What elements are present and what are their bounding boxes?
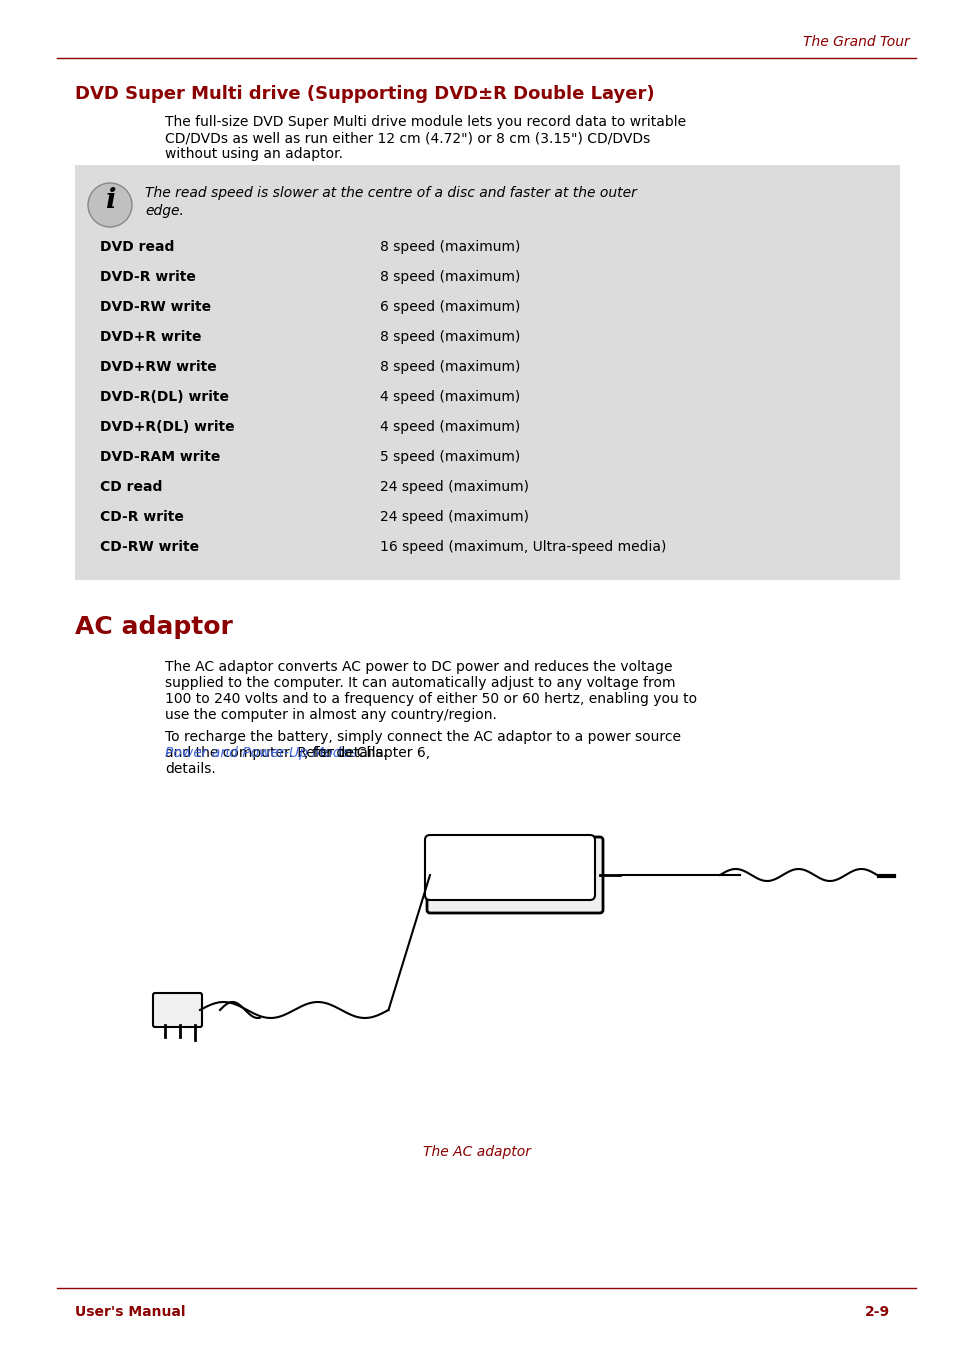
Text: CD-RW write: CD-RW write (100, 540, 199, 554)
Text: CD read: CD read (100, 480, 162, 494)
Text: 6 speed (maximum): 6 speed (maximum) (379, 300, 519, 313)
Text: AC adaptor: AC adaptor (75, 615, 233, 639)
Text: 8 speed (maximum): 8 speed (maximum) (379, 330, 519, 345)
Text: Power and Power-Up Modes: Power and Power-Up Modes (165, 746, 356, 761)
Text: 100 to 240 volts and to a frequency of either 50 or 60 hertz, enabling you to: 100 to 240 volts and to a frequency of e… (165, 692, 697, 707)
FancyBboxPatch shape (427, 838, 602, 913)
Text: supplied to the computer. It can automatically adjust to any voltage from: supplied to the computer. It can automat… (165, 676, 675, 690)
Text: DVD+R write: DVD+R write (100, 330, 201, 345)
Text: without using an adaptor.: without using an adaptor. (165, 147, 343, 161)
Text: CD-R write: CD-R write (100, 509, 184, 524)
Text: User's Manual: User's Manual (75, 1305, 185, 1319)
Text: 16 speed (maximum, Ultra-speed media): 16 speed (maximum, Ultra-speed media) (379, 540, 666, 554)
Text: 2-9: 2-9 (864, 1305, 889, 1319)
Text: DVD read: DVD read (100, 240, 174, 254)
Text: DVD-R write: DVD-R write (100, 270, 195, 284)
Text: To recharge the battery, simply connect the AC adaptor to a power source
and the: To recharge the battery, simply connect … (165, 730, 680, 761)
Text: details.: details. (165, 762, 215, 775)
Text: DVD+R(DL) write: DVD+R(DL) write (100, 420, 234, 434)
Text: DVD Super Multi drive (Supporting DVD±R Double Layer): DVD Super Multi drive (Supporting DVD±R … (75, 85, 654, 103)
Text: 4 speed (maximum): 4 speed (maximum) (379, 390, 519, 404)
Text: The Grand Tour: The Grand Tour (802, 35, 909, 49)
Text: DVD+RW write: DVD+RW write (100, 359, 216, 374)
Text: The read speed is slower at the centre of a disc and faster at the outer: The read speed is slower at the centre o… (145, 186, 637, 200)
Text: 24 speed (maximum): 24 speed (maximum) (379, 480, 529, 494)
FancyBboxPatch shape (152, 993, 202, 1027)
Text: CD/DVDs as well as run either 12 cm (4.72") or 8 cm (3.15") CD/DVDs: CD/DVDs as well as run either 12 cm (4.7… (165, 131, 650, 145)
Text: , for details.: , for details. (304, 746, 387, 761)
Text: DVD-RW write: DVD-RW write (100, 300, 211, 313)
Text: DVD-R(DL) write: DVD-R(DL) write (100, 390, 229, 404)
Text: The AC adaptor: The AC adaptor (422, 1146, 531, 1159)
FancyBboxPatch shape (75, 165, 899, 580)
Text: DVD-RAM write: DVD-RAM write (100, 450, 220, 463)
Text: 8 speed (maximum): 8 speed (maximum) (379, 270, 519, 284)
Text: The AC adaptor converts AC power to DC power and reduces the voltage: The AC adaptor converts AC power to DC p… (165, 661, 672, 674)
Text: 4 speed (maximum): 4 speed (maximum) (379, 420, 519, 434)
Circle shape (88, 182, 132, 227)
Text: The full-size DVD Super Multi drive module lets you record data to writable: The full-size DVD Super Multi drive modu… (165, 115, 685, 128)
Text: use the computer in almost any country/region.: use the computer in almost any country/r… (165, 708, 497, 721)
Text: 8 speed (maximum): 8 speed (maximum) (379, 359, 519, 374)
Text: i: i (105, 186, 115, 213)
Text: 8 speed (maximum): 8 speed (maximum) (379, 240, 519, 254)
Text: edge.: edge. (145, 204, 184, 218)
Text: 5 speed (maximum): 5 speed (maximum) (379, 450, 519, 463)
Text: 24 speed (maximum): 24 speed (maximum) (379, 509, 529, 524)
FancyBboxPatch shape (424, 835, 595, 900)
